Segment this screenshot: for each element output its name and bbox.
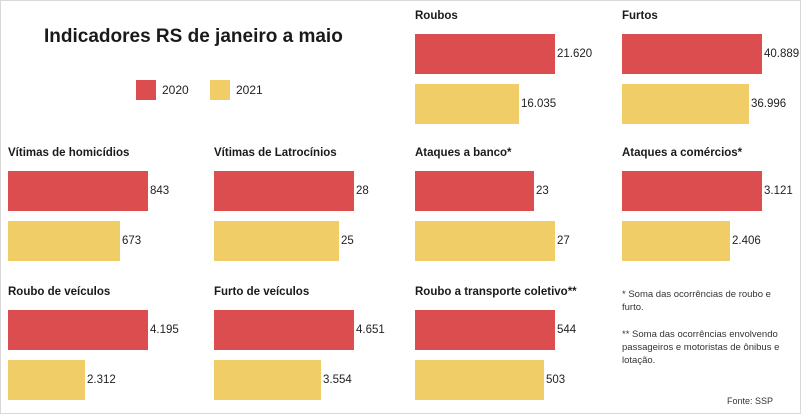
panel-title: Vítimas de homicídios [8,147,130,159]
bar-2021 [214,360,321,400]
bar-2020 [415,171,534,211]
value-label-2020: 4.651 [356,324,385,336]
bar-2020 [8,310,148,350]
legend-item-2020: 2020 [136,80,189,100]
value-label-2020: 21.620 [557,48,593,60]
bar-2021 [8,360,85,400]
bar-2020 [622,171,762,211]
panel-title: Roubos [415,10,458,22]
value-label-2020: 28 [356,185,369,197]
bar-2021 [8,221,120,261]
value-label-2020: 843 [150,185,170,197]
legend-swatch-2020 [136,80,156,100]
bar-2020 [214,171,354,211]
value-label-2020: 544 [557,324,577,336]
value-label-2021: 673 [122,235,142,247]
bar-2021 [214,221,339,261]
bar-2021 [415,221,555,261]
value-label-2021: 25 [341,235,354,247]
panel: Ataques a banco* 23 27 [415,147,595,261]
panel: Vítimas de homicídios 843 673 [8,147,188,261]
bar-2020 [214,310,354,350]
value-label-2020: 4.195 [150,324,179,336]
bar-2020 [8,171,148,211]
legend-label-2020: 2020 [162,83,189,97]
panel-title: Roubo de veículos [8,286,111,298]
bar-2021 [622,84,749,124]
legend-label-2021: 2021 [236,83,263,97]
source-label: Fonte: SSP [726,396,773,406]
value-label-2021: 27 [557,235,570,247]
panel-title: Furtos [622,10,658,22]
bar-2020 [622,34,762,74]
chart-title: Indicadores RS de janeiro a maio [44,26,343,47]
bar-2021 [415,360,544,400]
value-label-2020: 3.121 [764,185,793,197]
panel-title: Ataques a comércios* [622,147,743,159]
value-label-2021: 2.406 [732,235,761,247]
panel-title: Vítimas de Latrocínios [214,147,337,159]
value-label-2020: 23 [536,185,549,197]
bar-2020 [415,34,555,74]
panel: Furto de veículos 4.651 3.554 [214,286,394,400]
bar-2020 [415,310,555,350]
legend-item-2021: 2021 [210,80,263,100]
legend-swatch-2021 [210,80,230,100]
panel: Roubo a transporte coletivo** 544 503 [415,286,595,400]
panel-title: Ataques a banco* [415,147,512,159]
footnotes: * Soma das ocorrências de roubo e furto.… [622,288,792,381]
value-label-2020: 40.889 [764,48,800,60]
bar-2021 [622,221,730,261]
panel-title: Furto de veículos [214,286,310,298]
panel: Roubos 21.620 16.035 [415,10,595,124]
value-label-2021: 2.312 [87,374,116,386]
value-label-2021: 16.035 [521,98,557,110]
panel-title: Roubo a transporte coletivo** [415,286,577,298]
panel: Furtos 40.889 36.996 [622,10,801,124]
footnote-double-asterisk: ** Soma das ocorrências envolvendo passa… [622,329,780,366]
value-label-2021: 3.554 [323,374,352,386]
panel: Roubo de veículos 4.195 2.312 [8,286,188,400]
panel: Vítimas de Latrocínios 28 25 [214,147,394,261]
bar-2021 [415,84,519,124]
value-label-2021: 503 [546,374,566,386]
panel: Ataques a comércios* 3.121 2.406 [622,147,801,261]
footnote-single-asterisk: * Soma das ocorrências de roubo e furto. [622,289,771,313]
value-label-2021: 36.996 [751,98,787,110]
